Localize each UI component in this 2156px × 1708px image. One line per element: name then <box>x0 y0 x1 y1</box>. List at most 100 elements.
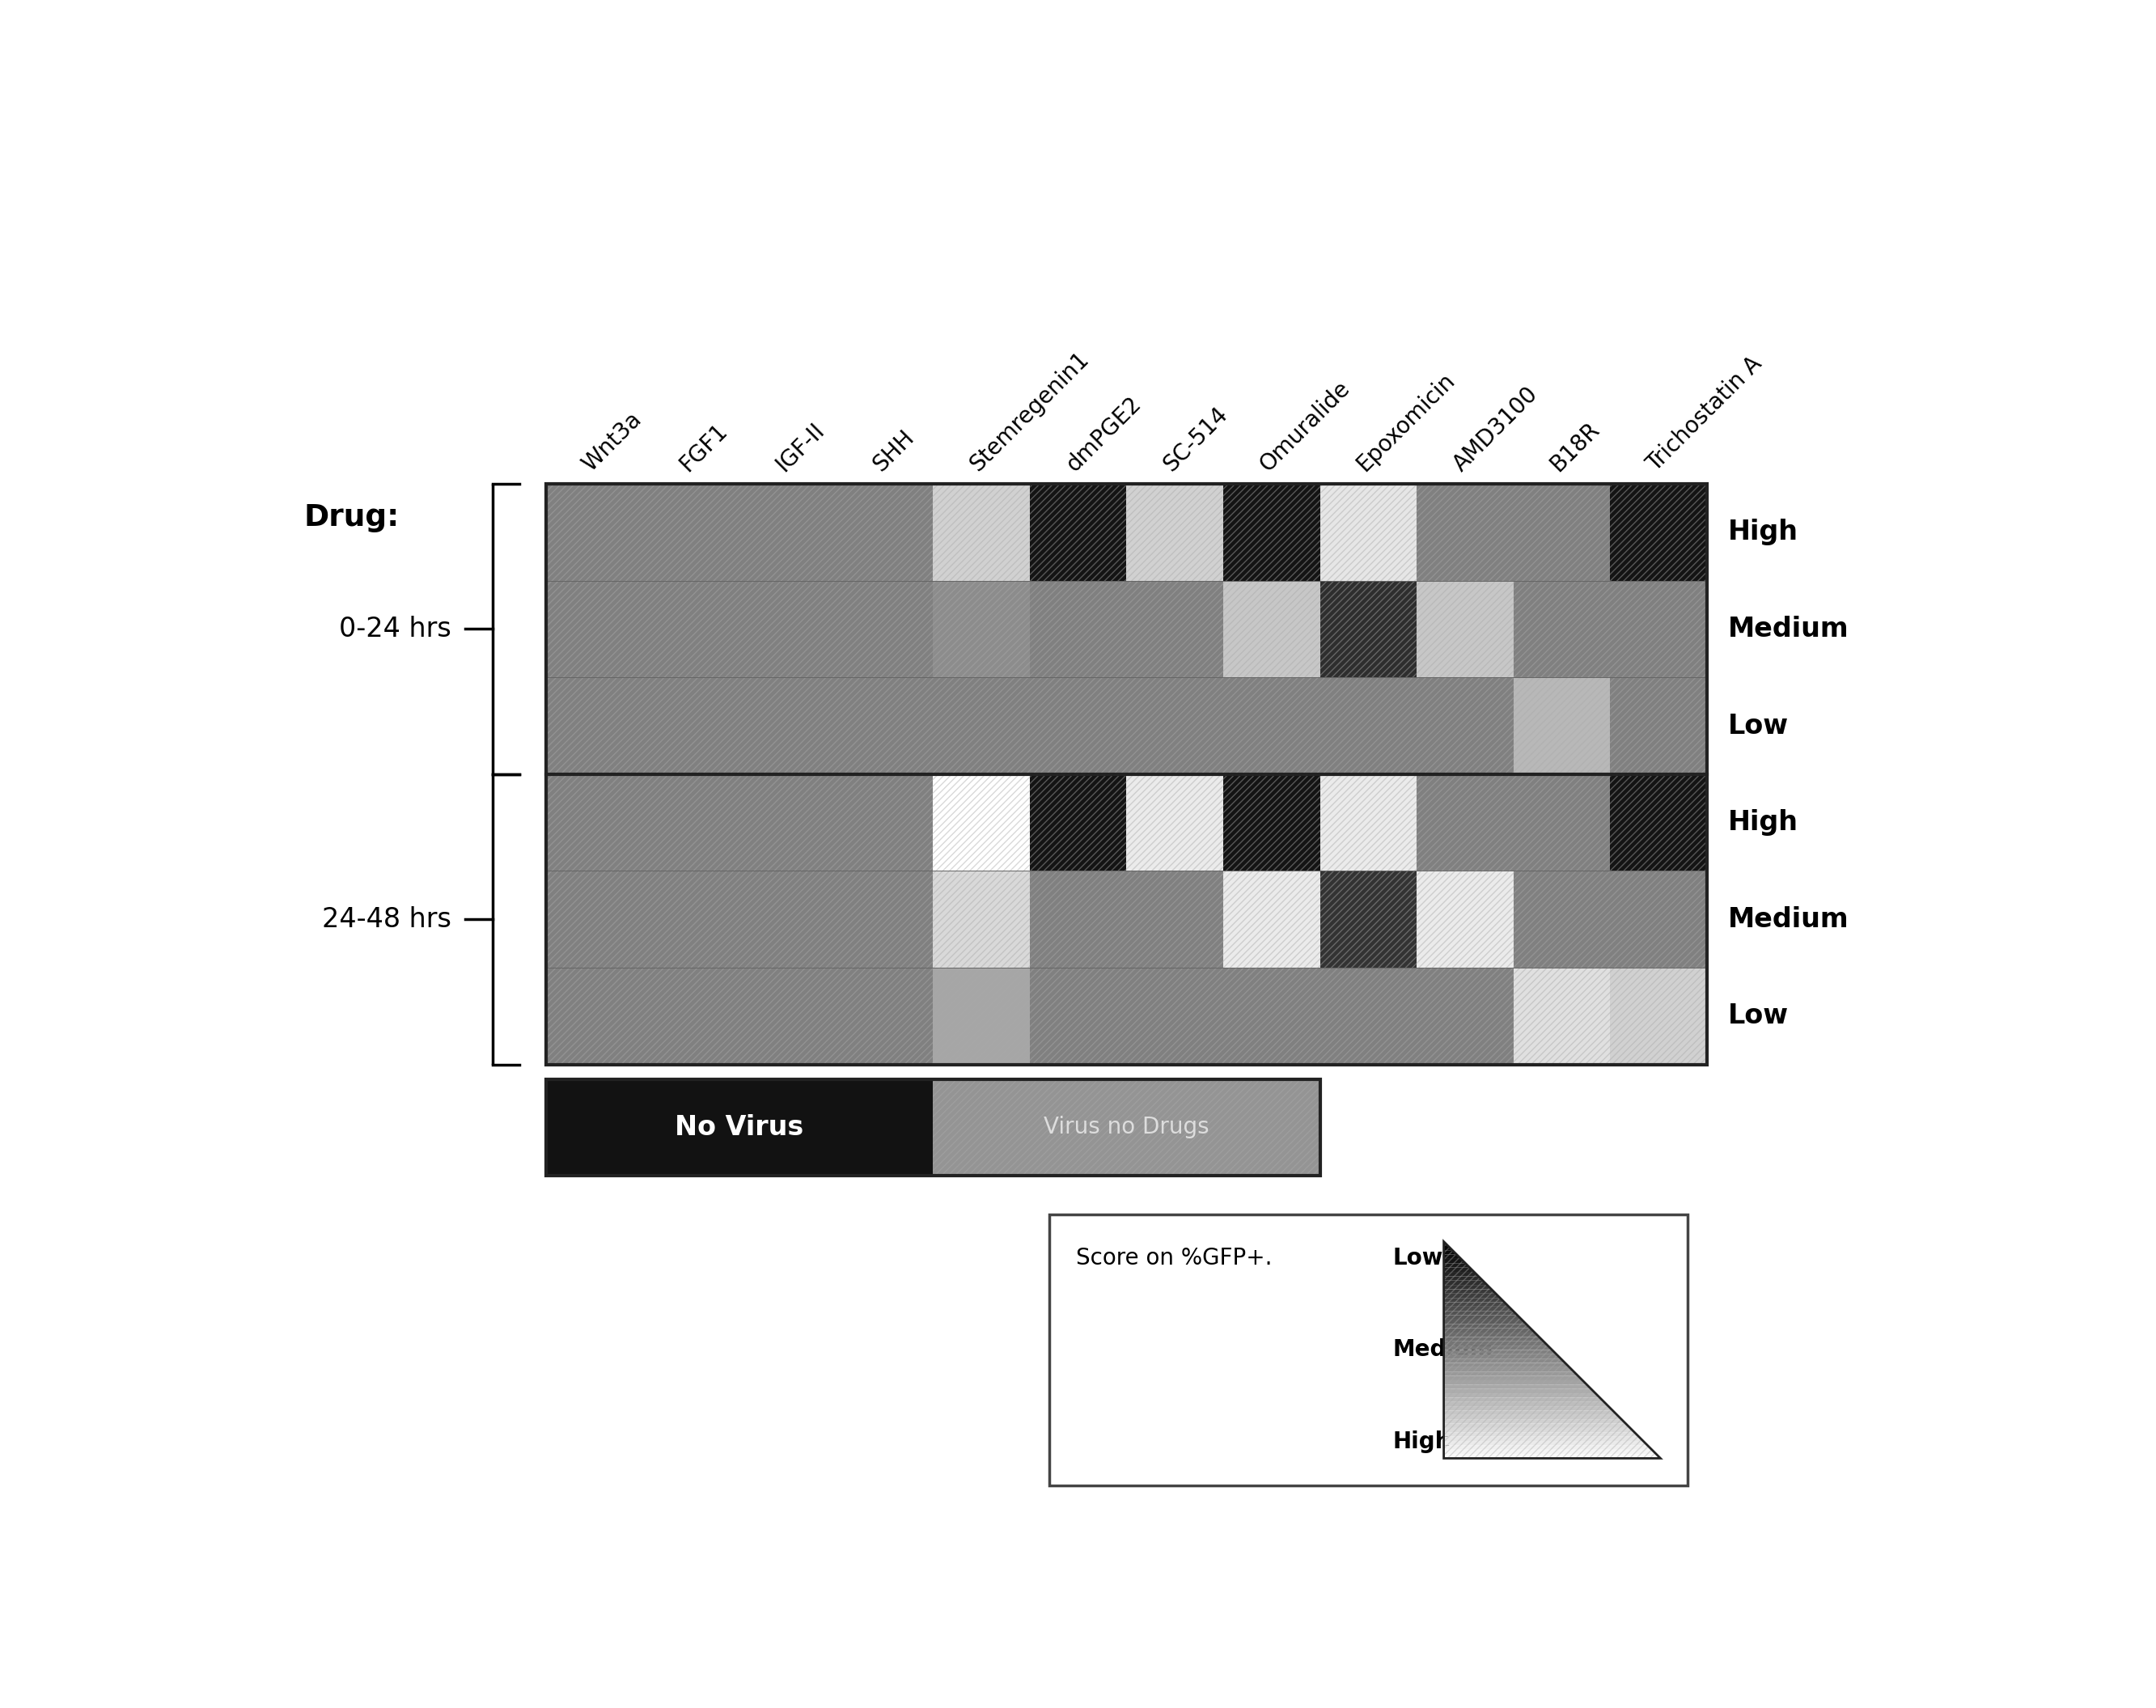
Bar <box>934 678 1031 774</box>
Text: FGF1: FGF1 <box>675 420 731 477</box>
Bar <box>545 774 642 871</box>
Bar <box>934 968 1031 1064</box>
Bar <box>1319 871 1416 968</box>
Bar <box>1125 774 1222 871</box>
Bar <box>545 968 642 1064</box>
Bar <box>1514 774 1611 871</box>
Bar <box>1416 968 1514 1064</box>
Bar <box>1031 774 1125 871</box>
Bar <box>1319 774 1416 871</box>
Bar <box>1222 968 1319 1064</box>
Bar <box>740 678 837 774</box>
Bar <box>740 678 837 774</box>
Bar <box>837 678 934 774</box>
Bar <box>1319 581 1416 678</box>
Polygon shape <box>1445 1264 1470 1267</box>
Bar <box>1031 581 1125 678</box>
Bar <box>1514 581 1611 678</box>
Bar <box>1514 968 1611 1064</box>
Text: FIG. 1: FIG. 1 <box>1171 1272 1276 1307</box>
Bar <box>642 774 740 871</box>
Bar <box>1125 968 1222 1064</box>
Bar <box>1031 483 1125 581</box>
Bar <box>934 968 1031 1064</box>
Polygon shape <box>1445 1272 1479 1276</box>
Polygon shape <box>1445 1445 1651 1450</box>
Polygon shape <box>1445 1358 1565 1363</box>
Bar <box>1514 483 1611 581</box>
Bar <box>1125 774 1222 871</box>
Bar <box>837 968 934 1064</box>
Bar <box>934 483 1031 581</box>
Bar <box>1031 678 1125 774</box>
Text: B18R: B18R <box>1546 418 1604 477</box>
Polygon shape <box>1445 1337 1544 1341</box>
Bar <box>1031 871 1125 968</box>
Bar <box>934 774 1031 871</box>
Bar <box>1416 483 1514 581</box>
Bar <box>545 871 642 968</box>
Polygon shape <box>1445 1397 1604 1402</box>
Bar <box>1031 581 1125 678</box>
Bar <box>1319 581 1416 678</box>
Bar <box>1319 483 1416 581</box>
Bar <box>1319 871 1416 968</box>
Polygon shape <box>1445 1389 1595 1394</box>
Bar <box>740 581 837 678</box>
Polygon shape <box>1445 1324 1531 1329</box>
Bar <box>1031 483 1125 581</box>
Bar <box>837 581 934 678</box>
Bar <box>1222 678 1319 774</box>
Bar <box>1222 774 1319 871</box>
Text: Low: Low <box>1729 712 1789 740</box>
Bar <box>1222 871 1319 968</box>
Bar <box>545 968 642 1064</box>
Bar <box>1031 871 1125 968</box>
Bar <box>1611 678 1708 774</box>
Polygon shape <box>1445 1346 1552 1349</box>
Bar <box>642 678 740 774</box>
Bar <box>934 581 1031 678</box>
Bar <box>1514 968 1611 1064</box>
Polygon shape <box>1445 1255 1462 1259</box>
Bar <box>545 678 642 774</box>
Bar <box>740 774 837 871</box>
Bar <box>837 483 934 581</box>
Text: SHH: SHH <box>869 425 918 477</box>
Bar <box>642 871 740 968</box>
Bar <box>934 581 1031 678</box>
Text: Virus no Drugs: Virus no Drugs <box>1044 1115 1210 1139</box>
Bar <box>1611 871 1708 968</box>
Polygon shape <box>1445 1406 1613 1411</box>
Bar <box>837 871 934 968</box>
Text: SC-514: SC-514 <box>1158 403 1231 477</box>
Polygon shape <box>1445 1298 1505 1301</box>
Bar <box>1611 774 1708 871</box>
Polygon shape <box>1445 1394 1600 1397</box>
Text: High: High <box>1729 519 1798 545</box>
Bar <box>642 774 740 871</box>
Bar <box>1416 774 1514 871</box>
Text: AMD3100: AMD3100 <box>1449 383 1542 477</box>
Polygon shape <box>1445 1242 1449 1245</box>
Bar <box>545 483 642 581</box>
Bar <box>545 483 1708 1064</box>
Bar <box>1031 968 1125 1064</box>
Polygon shape <box>1445 1312 1518 1315</box>
Polygon shape <box>1445 1436 1643 1442</box>
Bar <box>642 871 740 968</box>
Polygon shape <box>1445 1307 1514 1312</box>
Polygon shape <box>1445 1414 1621 1419</box>
Text: 24-48 hrs: 24-48 hrs <box>321 905 451 933</box>
Polygon shape <box>1445 1372 1578 1377</box>
Bar <box>740 968 837 1064</box>
Bar <box>934 678 1031 774</box>
Polygon shape <box>1445 1329 1535 1332</box>
Bar <box>642 968 740 1064</box>
Bar <box>740 581 837 678</box>
Bar <box>837 774 934 871</box>
Polygon shape <box>1445 1368 1574 1372</box>
Bar <box>1611 871 1708 968</box>
Bar <box>1611 483 1708 581</box>
Bar <box>1416 871 1514 968</box>
